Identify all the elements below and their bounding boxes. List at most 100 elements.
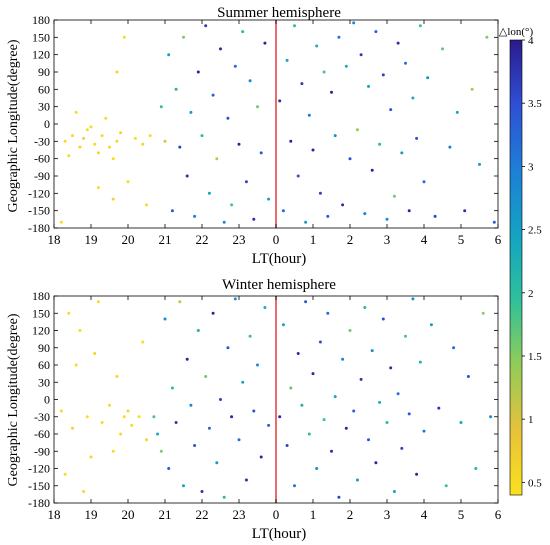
data-point [452, 346, 456, 350]
data-point [219, 398, 222, 401]
data-point [318, 340, 322, 344]
data-point [267, 423, 271, 427]
data-point [489, 415, 493, 419]
x-tick-label: 21 [159, 507, 172, 522]
data-point [256, 363, 259, 367]
x-tick-label: 19 [85, 507, 98, 522]
data-point [100, 134, 104, 138]
data-point [259, 455, 263, 459]
y-tick-label: -90 [34, 444, 50, 458]
data-point [322, 418, 326, 422]
data-point [200, 490, 204, 493]
data-point [100, 421, 104, 424]
data-point [115, 375, 119, 378]
data-point [381, 317, 385, 321]
colorbar-label: △lon(°) [499, 26, 534, 38]
data-point [263, 306, 267, 309]
data-point [63, 139, 67, 143]
y-tick-label: 150 [32, 30, 50, 44]
colorbar-tick-label: 0.5 [528, 477, 542, 489]
x-tick-label: 19 [85, 232, 98, 247]
x-tick-label: 23 [233, 507, 246, 522]
data-point [296, 174, 300, 178]
data-point [404, 61, 407, 65]
x-tick-label: 5 [458, 507, 465, 522]
data-point [396, 41, 400, 45]
data-point [159, 449, 163, 453]
data-point [59, 409, 63, 413]
data-point [96, 151, 100, 155]
data-point [392, 490, 396, 493]
y-tick-label: 0 [44, 393, 50, 407]
data-point [344, 64, 348, 68]
data-point [344, 426, 348, 430]
data-point [352, 21, 356, 25]
data-point [433, 214, 437, 218]
y-tick-label: 60 [38, 358, 50, 372]
data-point [222, 495, 226, 499]
data-point [74, 363, 78, 367]
data-point [281, 209, 285, 213]
data-point [359, 377, 363, 381]
data-point [444, 484, 448, 488]
y-tick-label: -180 [28, 496, 50, 510]
data-point [341, 357, 345, 361]
data-point [237, 438, 241, 442]
data-point [241, 30, 245, 34]
data-point [304, 300, 308, 304]
data-point [82, 490, 86, 493]
data-point [322, 70, 326, 74]
data-point [348, 329, 352, 332]
y-tick-label: 180 [32, 289, 50, 303]
y-tick-label: -120 [28, 186, 50, 200]
data-point [178, 300, 182, 304]
data-point [59, 220, 63, 224]
data-point [352, 409, 356, 413]
x-tick-label: 4 [421, 507, 428, 522]
data-point [182, 35, 185, 39]
data-point [141, 142, 145, 146]
data-point [337, 35, 341, 39]
data-point [78, 145, 82, 149]
data-point [167, 53, 171, 57]
data-point [426, 76, 430, 80]
data-point [163, 317, 167, 321]
data-point [293, 24, 296, 28]
data-point [278, 99, 282, 103]
data-point [211, 93, 215, 97]
data-point [89, 125, 93, 129]
data-point [200, 134, 204, 138]
colorbar: △lon(°) 4 3.5 3 2.5 2 1.5 1 0.5 [499, 26, 542, 496]
data-point [204, 24, 208, 28]
data-point [137, 415, 141, 419]
data-point [182, 484, 185, 488]
data-point [215, 157, 219, 161]
colorbar-tick-label: 1 [528, 414, 534, 426]
colorbar-tick-label: 2.5 [528, 225, 542, 237]
x-tick-label: 5 [458, 232, 465, 247]
y-tick-label: -150 [28, 479, 50, 493]
x-tick-label: 3 [384, 507, 391, 522]
data-point [67, 311, 71, 315]
y-tick-label: 0 [44, 117, 50, 131]
data-point [244, 478, 248, 482]
data-point [455, 110, 459, 114]
data-point [370, 349, 374, 353]
x-tick-label: 20 [122, 507, 135, 522]
data-point [111, 157, 115, 161]
x-tick-label: 0 [273, 507, 280, 522]
y-tick-label: 120 [32, 324, 50, 338]
data-point [333, 395, 337, 399]
data-point [363, 306, 367, 309]
x-tick-label: 22 [196, 507, 209, 522]
data-point [341, 203, 345, 207]
data-point [389, 108, 393, 112]
winter-title: Winter hemisphere [222, 277, 336, 293]
x-tick-label: 0 [273, 232, 280, 247]
data-point [85, 128, 89, 132]
data-point [330, 449, 333, 453]
data-point [381, 73, 385, 77]
data-point [448, 145, 452, 149]
data-point [367, 84, 370, 88]
data-point [119, 131, 123, 135]
